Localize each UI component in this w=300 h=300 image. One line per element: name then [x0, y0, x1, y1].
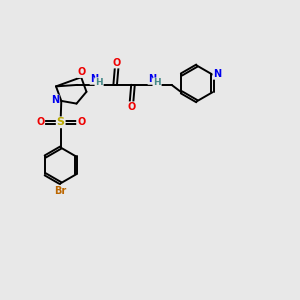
Text: H: H [153, 78, 161, 87]
Text: S: S [57, 117, 65, 127]
Text: N: N [90, 74, 98, 84]
Text: N: N [51, 95, 59, 105]
Text: Br: Br [55, 186, 67, 196]
Text: O: O [36, 117, 44, 127]
Text: O: O [112, 58, 121, 68]
Text: N: N [213, 69, 221, 79]
Text: N: N [148, 74, 156, 84]
Text: O: O [78, 67, 86, 77]
Text: O: O [77, 117, 85, 127]
Text: O: O [128, 102, 136, 112]
Text: H: H [95, 78, 103, 87]
